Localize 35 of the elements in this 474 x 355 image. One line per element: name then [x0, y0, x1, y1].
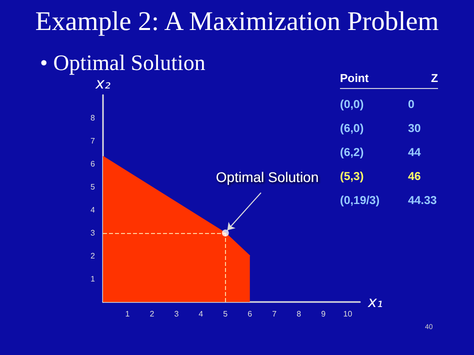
- annotation: (5,3): [340, 171, 365, 183]
- x-tick-label: 1: [125, 310, 130, 318]
- text: 46: [408, 171, 422, 183]
- y-tick-label: 3: [90, 228, 96, 238]
- x-tick-label: 7: [272, 310, 278, 318]
- text: Z: [430, 73, 438, 85]
- x-tick-label: 2: [150, 310, 155, 318]
- text: 30: [408, 123, 422, 135]
- x-axis-title: x₁: [367, 293, 383, 311]
- x-tick-label: 8: [296, 310, 302, 318]
- chart-title: Example 2: A Maximization Problem: [34, 6, 440, 37]
- y-tick-label: 5: [90, 182, 96, 192]
- chart-subtitle: • Optimal Solution: [40, 50, 206, 76]
- y-tick-label: 6: [90, 160, 96, 168]
- x-tick-label: 4: [198, 310, 204, 318]
- text: 0: [408, 99, 416, 111]
- y-tick-label: 8: [90, 114, 96, 122]
- y-tick-label: 7: [90, 136, 96, 146]
- x-tick-label: 10: [343, 310, 353, 318]
- y-axis-title: x₂: [94, 74, 110, 92]
- annotation: (6,0): [340, 123, 365, 135]
- y-tick-label: 1: [90, 274, 96, 284]
- x-tick-label: 6: [248, 310, 253, 318]
- x-tick-label: 3: [174, 310, 180, 318]
- y-tick-label: 4: [90, 206, 96, 214]
- y-tick-label: 2: [90, 252, 96, 260]
- annotation: (0,19/3): [340, 195, 381, 207]
- text: Point: [340, 73, 370, 85]
- annotation: (6,2): [340, 147, 365, 159]
- x-tick-label: 9: [321, 310, 326, 318]
- x-tick-label: 5: [223, 310, 228, 318]
- text: 44: [408, 147, 422, 159]
- annotation: (0,0): [340, 99, 365, 111]
- text: 44.33: [408, 195, 438, 207]
- annotation: Optimal Solution: [216, 169, 319, 186]
